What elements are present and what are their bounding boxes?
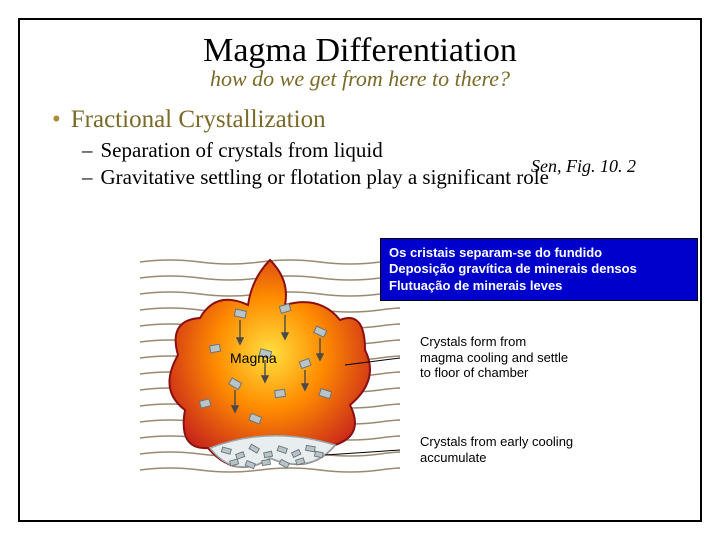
bullet2a-text: Separation of crystals from liquid xyxy=(101,138,383,162)
slide-frame: Magma Differentiation how do we get from… xyxy=(18,18,702,522)
citation-text: Sen, Fig. 10. 2 xyxy=(531,156,636,177)
page-title: Magma Differentiation xyxy=(20,32,700,70)
magma-label: Magma xyxy=(230,350,277,366)
dash-icon: – xyxy=(82,138,93,162)
diagram-caption-crystals-form: Crystals form from magma cooling and set… xyxy=(420,334,570,381)
bullet1-text: Fractional Crystallization xyxy=(71,106,326,133)
page-subtitle: how do we get from here to there? xyxy=(20,66,700,92)
bluebox-line3: Flutuação de minerais leves xyxy=(389,278,689,294)
diagram-caption-cumulate: Crystals from early cooling accumulate xyxy=(420,434,580,465)
translation-box: Os cristais separam-se do fundido Deposi… xyxy=(380,238,698,301)
bluebox-line2: Deposição gravítica de minerais densos xyxy=(389,261,689,277)
magma-diagram xyxy=(140,250,400,510)
bullet-dot-icon: • xyxy=(52,106,61,133)
bullet2b-text: Gravitative settling or flotation play a… xyxy=(101,165,549,189)
bullet-level1: • Fractional Crystallization xyxy=(52,106,700,134)
bluebox-line1: Os cristais separam-se do fundido xyxy=(389,245,689,261)
dash-icon: – xyxy=(82,165,93,189)
